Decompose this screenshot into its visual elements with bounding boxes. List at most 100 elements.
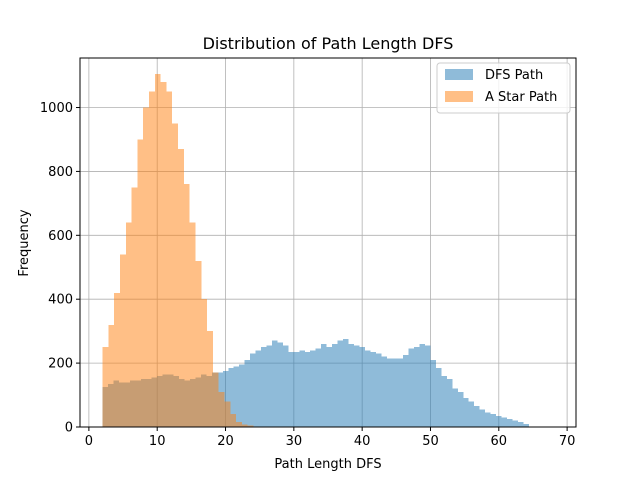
bar-a-star-path (149, 91, 155, 427)
bar-a-star-path (160, 81, 167, 428)
legend-swatch-dfs-path (445, 69, 473, 80)
bar-a-star-path (212, 372, 219, 427)
x-tick-label: 10 (149, 434, 166, 449)
bar-dfs-path (315, 348, 322, 427)
bar-dfs-path (359, 347, 365, 427)
chart-title: Distribution of Path Length DFS (203, 34, 454, 53)
bar-dfs-path (392, 358, 398, 427)
bar-dfs-path (370, 351, 376, 427)
bar-dfs-path (250, 353, 256, 427)
y-tick-label: 600 (48, 229, 73, 244)
bar-dfs-path (474, 406, 480, 427)
bar-dfs-path (468, 401, 475, 427)
bar-dfs-path (386, 358, 393, 427)
bar-dfs-path (337, 340, 344, 427)
bar-dfs-path (353, 345, 360, 427)
bar-dfs-path (479, 409, 486, 427)
bar-dfs-path (517, 422, 524, 427)
bar-dfs-path (425, 345, 431, 427)
bar-dfs-path (255, 350, 262, 427)
bar-dfs-path (364, 350, 371, 427)
bar-dfs-path (414, 347, 420, 427)
bar-dfs-path (343, 339, 349, 427)
y-axis-label: Frequency (17, 209, 32, 276)
bar-a-star-path (108, 324, 115, 427)
y-tick-label: 400 (48, 293, 73, 308)
bar-a-star-path (230, 414, 237, 427)
bar-a-star-path (137, 139, 144, 427)
x-tick-label: 30 (286, 434, 303, 449)
bar-dfs-path (501, 417, 507, 427)
bar-dfs-path (452, 388, 458, 427)
bar-a-star-path (183, 184, 190, 427)
x-tick-label: 20 (217, 434, 234, 449)
x-tick-label: 0 (85, 434, 93, 449)
bar-dfs-path (375, 353, 382, 427)
legend-label-a-star-path: A Star Path (485, 90, 557, 105)
bar-dfs-path (523, 423, 529, 427)
bar-dfs-path (441, 375, 447, 427)
bar-a-star-path (154, 73, 161, 427)
bar-a-star-path (125, 222, 132, 427)
bar-a-star-path (224, 401, 231, 427)
legend-swatch-a-star-path (445, 91, 473, 102)
bar-dfs-path (244, 359, 251, 427)
x-tick-label: 40 (354, 434, 371, 449)
bar-a-star-path (201, 299, 208, 427)
bar-dfs-path (381, 356, 387, 427)
bar-dfs-path (506, 419, 513, 427)
bar-dfs-path (457, 391, 464, 427)
bar-dfs-path (304, 351, 311, 427)
bar-dfs-path (419, 343, 426, 427)
legend-label-dfs-path: DFS Path (485, 68, 543, 83)
x-tick-label: 70 (559, 434, 576, 449)
bar-dfs-path (397, 358, 404, 427)
bar-dfs-path (222, 371, 229, 427)
bar-a-star-path (114, 292, 120, 427)
bar-dfs-path (446, 379, 453, 427)
bar-dfs-path (310, 350, 316, 427)
bar-a-star-path (131, 187, 138, 427)
bar-dfs-path (299, 350, 305, 427)
axis-ticks: 0 10 20 30 40 50 60 70 0 200 400 600 800 1000 (40, 101, 575, 449)
bar-dfs-path (277, 342, 283, 427)
bar-dfs-path (228, 367, 234, 427)
bar-a-star-path (166, 91, 173, 427)
x-tick-label: 60 (491, 434, 508, 449)
bar-dfs-path (233, 366, 240, 427)
bar-dfs-path (485, 412, 491, 427)
bar-dfs-path (239, 364, 245, 427)
bar-dfs-path (261, 347, 267, 427)
x-axis-label: Path Length DFS (274, 457, 381, 472)
bar-dfs-path (512, 420, 518, 427)
bar-dfs-path (321, 343, 327, 427)
bar-a-star-path (218, 391, 225, 427)
histogram-bars (102, 73, 529, 428)
bar-dfs-path (435, 367, 442, 427)
bar-dfs-path (271, 340, 278, 427)
bar-dfs-path (403, 355, 409, 427)
bar-dfs-path (332, 343, 338, 427)
bar-a-star-path (236, 422, 242, 427)
bar-a-star-path (241, 424, 248, 427)
x-tick-label: 50 (422, 434, 439, 449)
bar-a-star-path (189, 222, 196, 427)
bar-dfs-path (266, 345, 272, 427)
bar-a-star-path (178, 149, 184, 427)
bar-dfs-path (463, 398, 469, 427)
bar-a-star-path (247, 425, 254, 427)
bar-dfs-path (293, 351, 300, 427)
bar-a-star-path (143, 107, 150, 428)
bar-dfs-path (430, 359, 436, 427)
bar-a-star-path (195, 260, 202, 427)
bar-dfs-path (490, 414, 497, 427)
bar-a-star-path (119, 254, 126, 427)
y-tick-label: 200 (48, 357, 73, 372)
y-tick-label: 1000 (40, 101, 73, 116)
bar-dfs-path (288, 351, 294, 427)
bar-dfs-path (282, 345, 289, 427)
legend: DFS Path A Star Path (436, 62, 571, 114)
bar-a-star-path (102, 347, 109, 427)
bar-a-star-path (207, 331, 213, 427)
